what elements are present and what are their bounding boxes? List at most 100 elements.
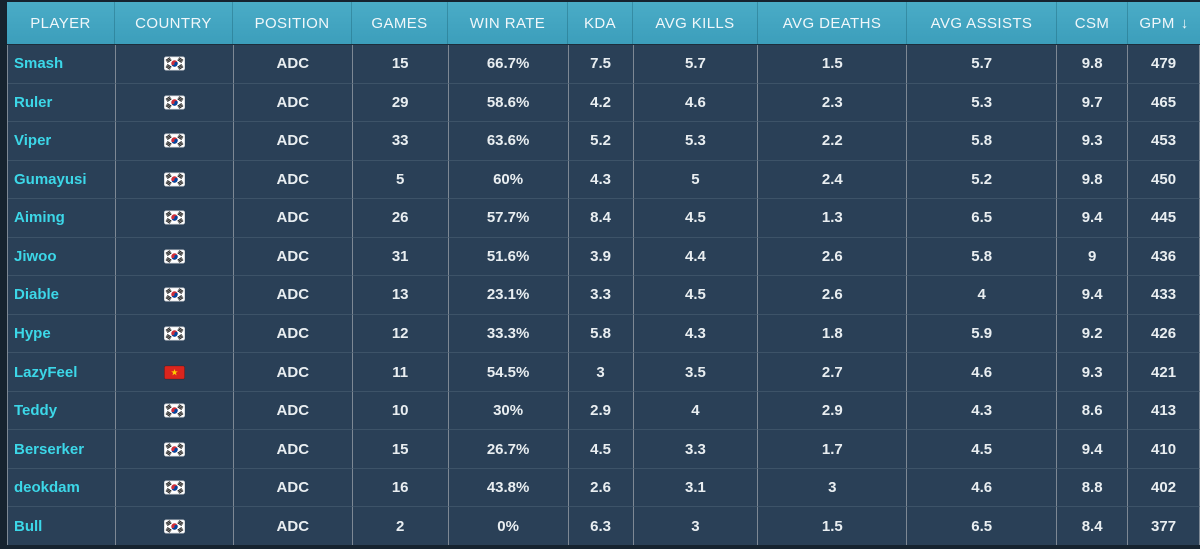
column-header-kda[interactable]: KDA: [568, 2, 633, 44]
cell-avg-assists: 5.8: [907, 236, 1058, 276]
cell-avg-kills: 4.5: [633, 198, 759, 237]
cell-csm: 8.4: [1057, 506, 1129, 545]
player-name-link[interactable]: Diable: [8, 275, 116, 314]
vietnam-flag-icon: [163, 365, 185, 380]
player-name-link[interactable]: Jiwoo: [8, 236, 116, 276]
cell-avg-deaths: 1.5: [758, 45, 908, 83]
cell-avg-kills: 5.3: [633, 121, 759, 160]
cell-avg-deaths: 2.7: [758, 352, 908, 391]
cell-avg-deaths: 2.9: [758, 390, 908, 430]
cell-gpm: 426: [1128, 313, 1200, 353]
player-name-link[interactable]: LazyFeel: [8, 352, 116, 391]
column-header-win-rate[interactable]: WIN RATE: [448, 2, 568, 44]
cell-country: [115, 352, 234, 391]
cell-avg-assists: 5.3: [907, 82, 1058, 122]
cell-kda: 4.3: [568, 159, 634, 199]
cell-kda: 2.6: [568, 467, 634, 507]
cell-gpm: 421: [1128, 352, 1200, 391]
cell-avg-deaths: 1.7: [758, 429, 908, 468]
cell-avg-assists: 5.8: [907, 121, 1058, 160]
column-header-position[interactable]: POSITION: [233, 2, 352, 44]
cell-country: [115, 313, 234, 353]
south-korea-flag-icon: [163, 172, 185, 187]
player-name-link[interactable]: Aiming: [8, 198, 116, 237]
table-row: Gumayusi ADC 5 60% 4.3 5 2.4 5.2 9.8 450: [8, 159, 1200, 199]
cell-avg-kills: 3: [633, 506, 759, 545]
cell-gpm: 436: [1128, 236, 1200, 276]
cell-avg-kills: 3.5: [633, 352, 759, 391]
cell-avg-kills: 4: [633, 390, 759, 430]
column-header-games[interactable]: GAMES: [352, 2, 448, 44]
south-korea-flag-icon: [163, 95, 185, 110]
column-label: CSM: [1074, 14, 1110, 32]
cell-avg-kills: 5.7: [634, 45, 759, 83]
player-name-link[interactable]: Viper: [8, 121, 116, 160]
cell-avg-assists: 5.2: [907, 159, 1058, 199]
column-header-gpm[interactable]: GPM ↓: [1128, 2, 1200, 44]
south-korea-flag-icon: [163, 326, 185, 341]
player-name-link[interactable]: Teddy: [8, 390, 116, 430]
player-name-link[interactable]: Smash: [8, 45, 116, 83]
player-name-link[interactable]: deokdam: [8, 467, 116, 507]
cell-games: 13: [352, 275, 449, 314]
cell-avg-assists: 4.6: [907, 352, 1058, 391]
player-name-link[interactable]: Bull: [8, 506, 116, 545]
cell-gpm: 433: [1128, 275, 1200, 314]
south-korea-flag-icon: [163, 519, 185, 534]
cell-position: ADC: [233, 390, 353, 430]
table-row: Aiming ADC 26 57.7% 8.4 4.5 1.3 6.5 9.4 445: [8, 198, 1200, 237]
player-stats-table: PLAYER COUNTRY POSITION GAMES WIN RATE KDA AVG…: [7, 2, 1200, 545]
cell-win-rate: 0%: [448, 506, 569, 545]
player-name-link[interactable]: Hype: [8, 313, 116, 353]
cell-avg-assists: 5.9: [907, 313, 1058, 353]
cell-kda: 3.9: [568, 236, 634, 276]
cell-win-rate: 51.6%: [448, 236, 569, 276]
cell-position: ADC: [233, 467, 353, 507]
cell-avg-deaths: 2.2: [758, 121, 908, 160]
cell-win-rate: 66.7%: [449, 45, 569, 83]
cell-avg-kills: 3.1: [633, 467, 759, 507]
cell-games: 26: [352, 198, 449, 237]
table-row: Jiwoo ADC 31 51.6% 3.9 4.4 2.6 5.8 9 436: [8, 236, 1200, 276]
column-header-avg-kills[interactable]: AVG KILLS: [633, 2, 758, 44]
south-korea-flag-icon: [163, 442, 185, 457]
cell-games: 12: [352, 313, 449, 353]
cell-kda: 6.3: [568, 506, 634, 545]
cell-avg-assists: 4.6: [907, 467, 1058, 507]
cell-avg-assists: 6.5: [907, 198, 1058, 237]
cell-games: 5: [352, 159, 449, 199]
table-header-row: PLAYER COUNTRY POSITION GAMES WIN RATE KDA AVG…: [7, 2, 1200, 45]
column-label: AVG KILLS: [655, 14, 735, 32]
cell-gpm: 453: [1128, 121, 1200, 160]
table-row: Teddy ADC 10 30% 2.9 4 2.9 4.3 8.6 413: [8, 390, 1200, 430]
column-header-country[interactable]: COUNTRY: [115, 2, 233, 44]
south-korea-flag-icon: [163, 210, 185, 225]
player-name-link[interactable]: Gumayusi: [8, 159, 116, 199]
cell-csm: 9.3: [1057, 352, 1129, 391]
cell-csm: 9.3: [1057, 121, 1129, 160]
cell-csm: 9.8: [1057, 159, 1129, 199]
cell-gpm: 450: [1128, 159, 1200, 199]
cell-country: [115, 275, 234, 314]
player-name-link[interactable]: Ruler: [8, 82, 116, 122]
cell-kda: 7.5: [569, 45, 634, 83]
column-header-player[interactable]: PLAYER: [7, 2, 115, 44]
cell-gpm: 479: [1128, 45, 1200, 83]
cell-avg-kills: 4.4: [633, 236, 759, 276]
cell-win-rate: 54.5%: [448, 352, 569, 391]
column-header-avg-deaths[interactable]: AVG DEATHS: [758, 2, 907, 44]
column-header-avg-assists[interactable]: AVG ASSISTS: [907, 2, 1057, 44]
column-label: KDA: [583, 14, 617, 32]
player-name-link[interactable]: Berserker: [8, 429, 116, 468]
column-header-csm[interactable]: CSM: [1057, 2, 1128, 44]
cell-avg-deaths: 1.8: [758, 313, 908, 353]
cell-win-rate: 33.3%: [448, 313, 569, 353]
table-row: Berserker ADC 15 26.7% 4.5 3.3 1.7 4.5 9.4 410: [8, 429, 1200, 468]
column-label: AVG DEATHS: [782, 14, 882, 32]
cell-games: 15: [352, 429, 449, 468]
cell-avg-assists: 4: [907, 275, 1058, 314]
cell-gpm: 413: [1128, 390, 1200, 430]
cell-avg-assists: 4.5: [907, 429, 1058, 468]
cell-position: ADC: [233, 198, 353, 237]
cell-win-rate: 43.8%: [448, 467, 569, 507]
